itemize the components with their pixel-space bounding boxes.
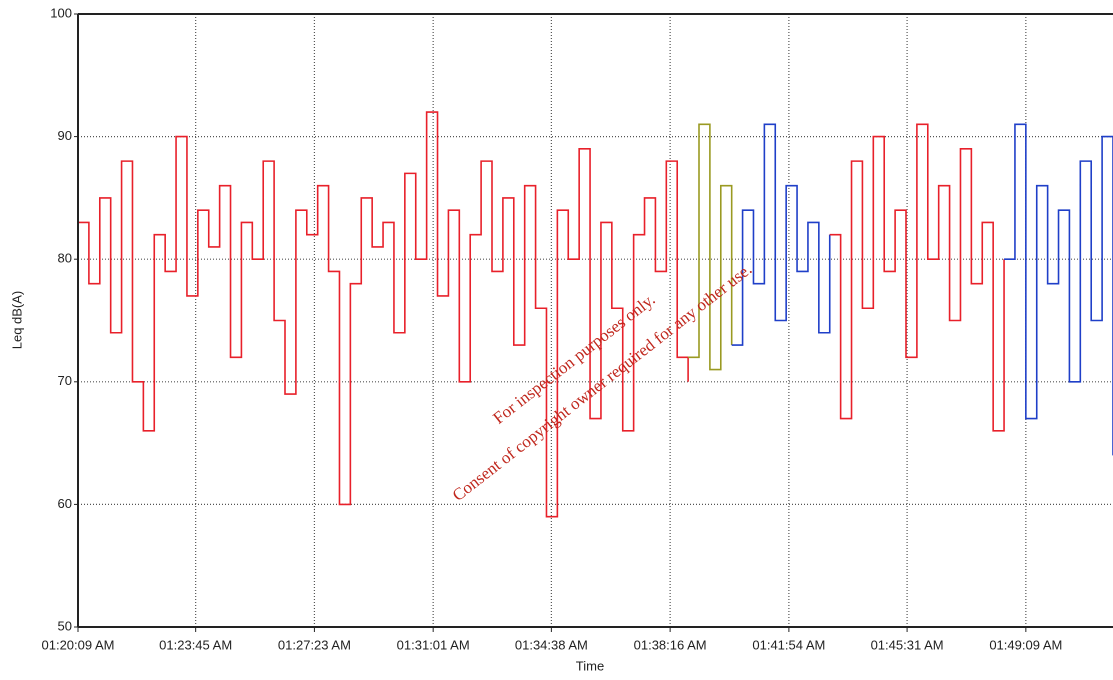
- y-tick-label: 70: [58, 373, 72, 388]
- series-line: [829, 123, 1005, 432]
- watermark: Consent of copyright owner required for …: [449, 259, 756, 504]
- y-tick-label: 60: [58, 496, 72, 511]
- x-tick-label: 01:23:45 AM: [159, 637, 232, 652]
- x-tick-label: 01:49:09 AM: [989, 637, 1062, 652]
- y-tick-label: 50: [58, 618, 72, 633]
- y-tick-label: 90: [58, 128, 72, 143]
- x-tick-label: 01:38:16 AM: [634, 637, 707, 652]
- x-tick-label: 01:20:09 AM: [42, 637, 115, 652]
- x-tick-label: 01:41:54 AM: [752, 637, 825, 652]
- series-line: [78, 111, 689, 518]
- x-tick-label: 01:27:23 AM: [278, 637, 351, 652]
- x-tick-label: 01:45:31 AM: [871, 637, 944, 652]
- y-tick-label: 80: [58, 251, 72, 266]
- series-line: [1004, 123, 1113, 456]
- series-line: [688, 123, 733, 371]
- x-tick-label: 01:31:01 AM: [397, 637, 470, 652]
- x-tick-label: 01:34:38 AM: [515, 637, 588, 652]
- x-axis-label: Time: [576, 658, 604, 673]
- series-line: [731, 123, 831, 346]
- y-axis-label: Leq dB(A): [9, 291, 24, 350]
- y-tick-label: 100: [50, 5, 72, 20]
